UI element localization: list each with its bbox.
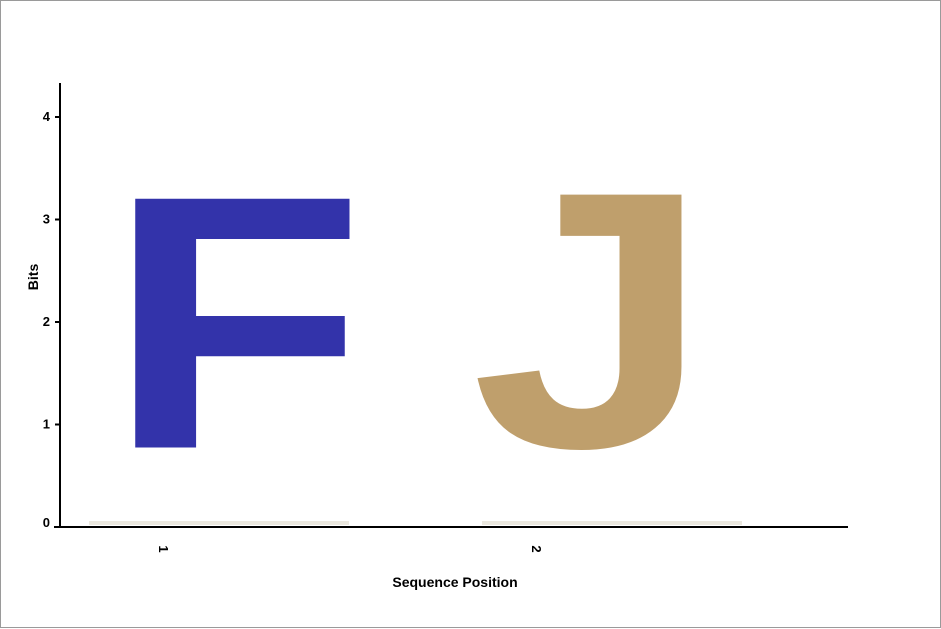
x-tick-label: 1: [156, 545, 171, 552]
y-tick-label: 1: [43, 417, 50, 432]
y-axis-title: Bits: [25, 264, 41, 291]
logo-letter-j: J: [471, 115, 711, 524]
y-ticks: 0 1 2 3 4: [43, 109, 60, 530]
x-axis-title: Sequence Position: [392, 574, 517, 590]
axes: [54, 83, 848, 528]
residual-letters: [89, 521, 349, 525]
y-tick-label: 2: [43, 314, 50, 329]
logo-letter-f: F: [107, 121, 365, 525]
y-tick-label: 0: [43, 515, 50, 530]
residual-letters: [482, 521, 742, 525]
x-tick-label: 2: [529, 545, 544, 552]
y-tick-label: 4: [43, 109, 51, 124]
y-tick-label: 3: [43, 212, 50, 227]
